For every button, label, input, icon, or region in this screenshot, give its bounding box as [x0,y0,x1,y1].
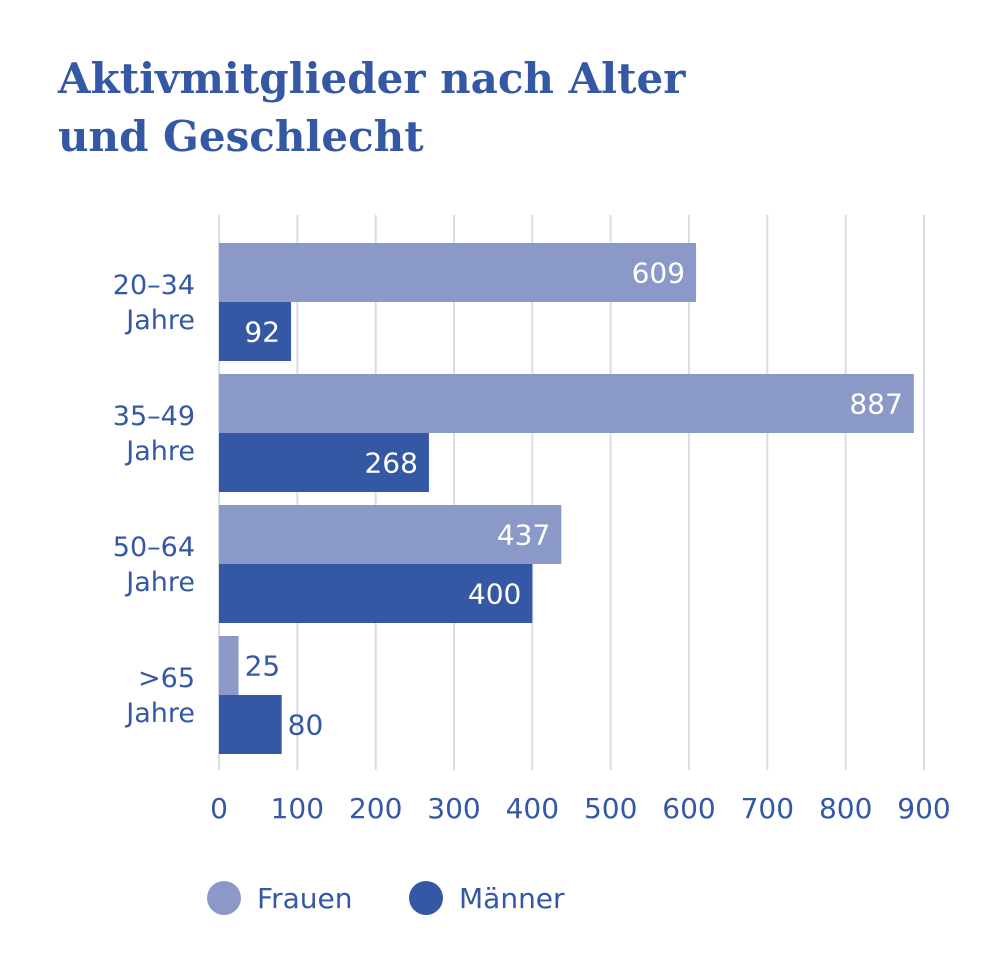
x-tick-label: 400 [506,792,559,825]
chart-title-line-2: und Geschlecht [58,112,424,161]
bar-maenner [219,695,282,754]
data-label: 400 [468,578,521,611]
legend-label: Frauen [257,882,352,915]
x-tick-label: 200 [349,792,402,825]
category-label: Jahre [124,305,195,336]
bar-maenner [219,564,533,623]
data-label: 80 [288,709,324,742]
data-label: 268 [364,447,417,480]
chart-title-line-1: Aktivmitglieder nach Alter [58,54,686,103]
bar-maenner [219,433,429,492]
x-tick-label: 700 [741,792,794,825]
x-tick-label: 800 [819,792,872,825]
x-tick-label: 900 [897,792,950,825]
legend-swatch [409,881,443,915]
bar-frauen [219,636,239,695]
bar-frauen [219,374,914,433]
category-label: Jahre [124,567,195,598]
category-label: >65 [138,663,195,694]
x-tick-label: 0 [210,792,228,825]
legend: Frauen Männer [207,881,565,915]
bar-frauen [219,243,697,302]
y-axis-categories: 20–34 Jahre 35–49 Jahre 50–64 Jahre >65 Jahre [113,270,195,729]
data-label: 887 [849,388,902,421]
data-label: 92 [244,316,280,349]
legend-swatch [207,881,241,915]
data-label: 437 [497,519,550,552]
x-tick-label: 100 [271,792,324,825]
category-label: 50–64 [113,532,195,563]
gridlines [218,215,925,770]
chart-title: Aktivmitglieder nach Alter und Geschlech… [58,50,958,166]
category-label: 35–49 [113,401,195,432]
x-axis-ticks: 0 100 200 300 400 500 600 700 800 900 [210,792,951,825]
x-tick-label: 500 [584,792,637,825]
x-tick-label: 600 [662,792,715,825]
data-label: 609 [632,257,685,290]
category-label: 20–34 [113,270,195,301]
category-label: Jahre [124,698,195,729]
legend-label: Männer [459,882,565,915]
bar-frauen [219,505,562,564]
bar-maenner [219,302,292,361]
category-label: Jahre [124,436,195,467]
data-label: 25 [245,650,281,683]
x-tick-label: 300 [427,792,480,825]
